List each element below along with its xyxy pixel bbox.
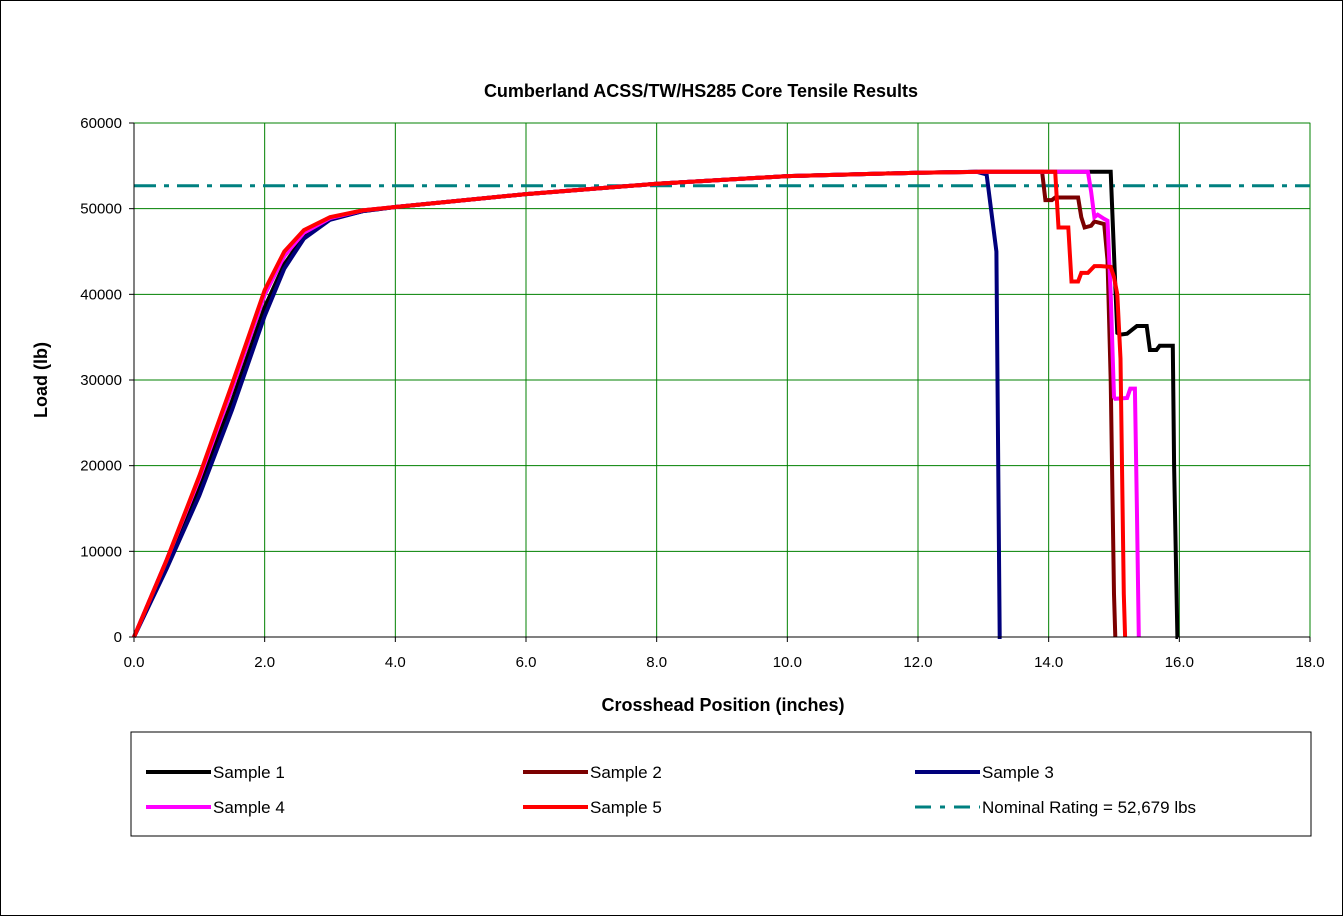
x-tick-label: 14.0 <box>1034 654 1063 671</box>
y-tick-label: 0 <box>114 629 122 646</box>
x-tick-label: 2.0 <box>254 654 275 671</box>
chart-title: Cumberland ACSS/TW/HS285 Core Tensile Re… <box>484 81 918 101</box>
y-tick-label: 50000 <box>80 201 122 218</box>
legend: Sample 1 Sample 2 Sample 3 Sample 4 Sample 5… <box>146 763 1196 817</box>
series-line-5 <box>132 169 1128 638</box>
x-tick-label: 16.0 <box>1165 654 1194 671</box>
x-tick-label: 0.0 <box>124 654 145 671</box>
y-tick-label: 20000 <box>80 458 122 475</box>
x-tick-label: 12.0 <box>903 654 932 671</box>
legend-label: Sample 4 <box>213 798 285 817</box>
y-tick-label: 60000 <box>80 115 122 132</box>
x-tick-label: 18.0 <box>1295 654 1324 671</box>
legend-label: Nominal Rating = 52,679 lbs <box>982 798 1196 817</box>
y-axis-title: Load (lb) <box>31 342 51 418</box>
axis-ticks: 0.0 2.0 4.0 6.0 8.0 10.0 12.0 14.0 16.0 18.0 0 1000… <box>80 115 1324 671</box>
legend-label: Sample 5 <box>590 798 662 817</box>
x-tick-label: 4.0 <box>385 654 406 671</box>
legend-label: Sample 2 <box>590 763 662 782</box>
x-tick-label: 10.0 <box>773 654 802 671</box>
legend-label: Sample 3 <box>982 763 1054 782</box>
x-tick-label: 6.0 <box>516 654 537 671</box>
y-tick-label: 30000 <box>80 372 122 389</box>
y-tick-label: 40000 <box>80 286 122 303</box>
series-layer <box>132 169 1310 639</box>
x-axis-title: Crosshead Position (inches) <box>601 695 844 715</box>
legend-box <box>130 731 1312 837</box>
legend-label: Sample 1 <box>213 763 285 782</box>
y-tick-label: 10000 <box>80 543 122 560</box>
x-tick-label: 8.0 <box>646 654 667 671</box>
